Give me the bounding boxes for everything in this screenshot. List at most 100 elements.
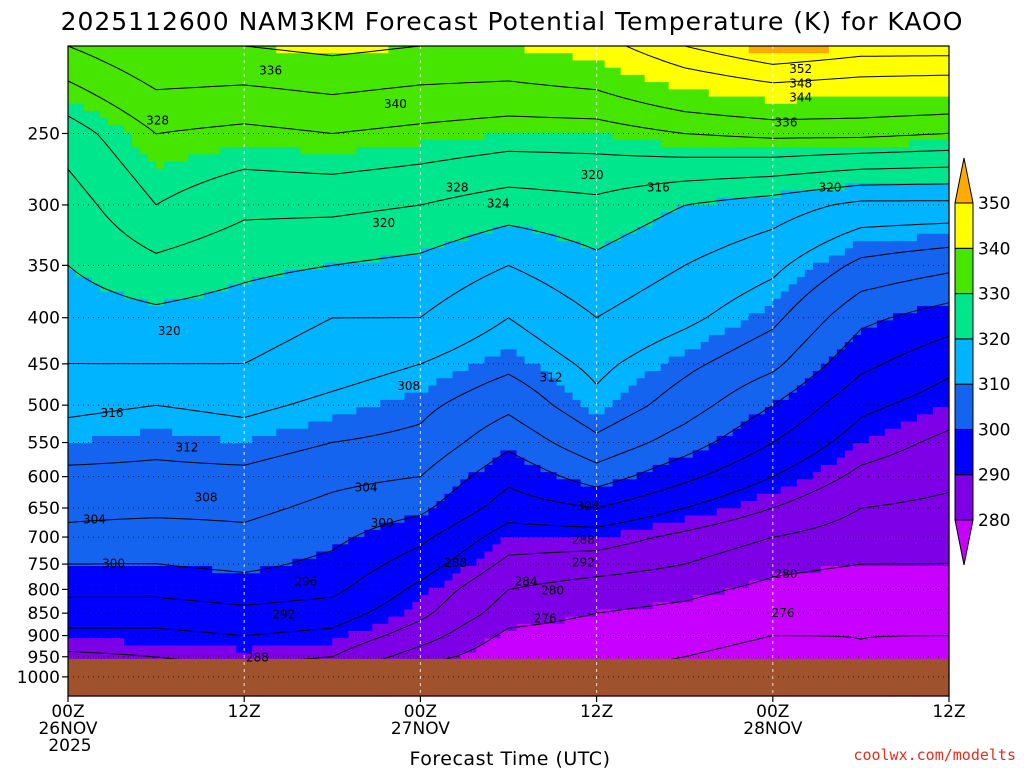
field-cell [532,262,542,271]
field-cell [148,371,157,379]
field-cell [68,241,77,249]
field-cell [84,262,93,271]
field-cell [612,233,622,242]
field-cell [828,139,838,148]
field-cell [428,284,438,293]
field-cell [836,176,846,184]
field-cell [188,82,197,90]
field-cell [916,327,926,336]
field-cell [372,154,381,163]
field-cell [260,313,269,322]
field-cell [900,183,910,192]
field-cell [300,190,309,199]
field-cell [420,262,430,271]
field-cell [380,248,389,257]
field-cell [428,277,438,285]
field-cell [788,197,798,206]
field-cell [260,118,269,127]
field-cell [244,60,253,69]
field-cell [444,306,454,314]
field-cell [484,67,494,76]
field-cell [812,125,822,134]
field-cell [596,255,606,264]
field-cell [356,139,365,148]
field-cell [212,161,221,170]
field-cell [412,103,421,112]
field-cell [684,342,694,350]
field-cell [868,219,878,228]
field-cell [764,212,774,220]
field-cell [292,298,301,307]
field-cell [348,53,357,62]
field-cell [412,74,421,83]
field-cell [388,67,397,76]
field-cell [884,161,894,170]
field-cell [884,89,894,98]
field-cell [108,125,117,134]
field-cell [76,118,85,127]
field-cell [764,241,774,249]
field-cell [516,154,526,163]
field-cell [140,103,149,112]
field-cell [68,89,77,98]
field-cell [444,190,454,199]
field-cell [500,176,510,184]
field-cell [540,306,550,314]
field-cell [820,161,830,170]
field-cell [100,103,109,112]
field-cell [796,183,806,192]
field-cell [300,371,309,379]
field-cell [140,291,149,300]
field-cell [492,327,502,336]
field-cell [860,74,870,83]
field-cell [668,255,678,264]
field-cell [516,356,526,365]
field-cell [716,53,726,62]
field-cell [932,132,942,141]
field-cell [108,82,117,90]
field-cell [716,356,726,365]
field-cell [460,356,470,365]
field-cell [212,320,221,329]
field-cell [260,147,269,155]
field-cell [500,161,510,170]
field-cell [348,291,357,300]
field-cell [604,342,614,350]
field-cell [348,269,357,278]
field-cell [580,118,590,127]
field-cell [420,327,430,336]
field-cell [580,334,590,343]
field-cell [508,356,518,365]
field-cell [388,356,397,365]
field-cell [676,190,686,199]
field-cell [356,161,365,170]
field-cell [796,248,806,257]
field-cell [396,154,405,163]
field-cell [548,334,558,343]
field-cell [708,190,718,199]
field-cell [252,255,261,264]
field-cell [548,298,558,307]
field-cell [244,356,253,365]
field-cell [916,67,926,76]
field-cell [700,190,710,199]
field-cell [276,269,285,278]
field-cell [444,291,454,300]
field-cell [228,89,237,98]
field-cell [660,74,670,83]
field-cell [132,168,141,177]
field-cell [860,298,870,307]
field-cell [780,118,790,127]
field-cell [868,363,878,372]
field-cell [812,255,822,264]
field-cell [340,67,349,76]
field-cell [876,248,886,257]
field-cell [900,313,910,322]
field-cell [292,53,301,62]
field-cell [204,103,213,112]
field-cell [796,132,806,141]
field-cell [940,320,950,329]
field-cell [652,291,662,300]
field-cell [932,154,942,163]
field-cell [356,197,365,206]
